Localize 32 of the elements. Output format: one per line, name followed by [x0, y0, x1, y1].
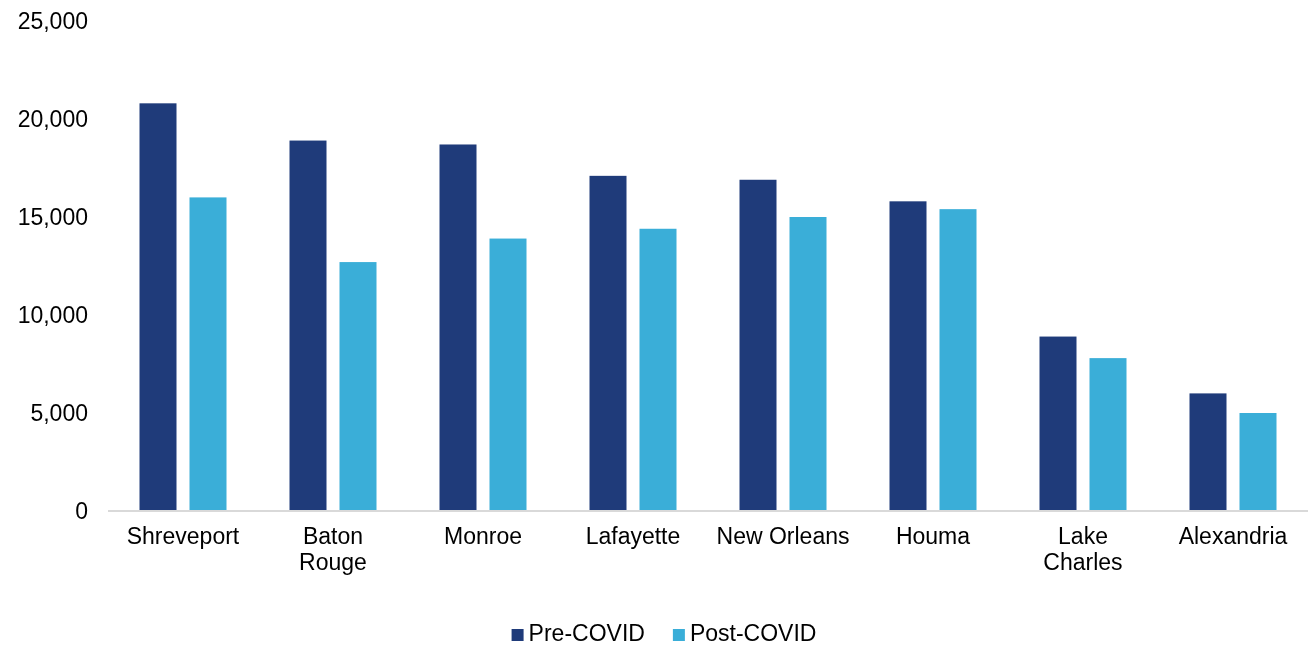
x-tick-label: Baton Rouge [299, 523, 367, 575]
bar [489, 238, 527, 511]
bar [439, 144, 477, 511]
x-tick-label: New Orleans [716, 523, 850, 549]
legend-label: Post-COVID [689, 620, 817, 646]
bar [339, 262, 377, 511]
bar [639, 228, 677, 511]
bar [739, 179, 777, 511]
y-tick-label: 10,000 [17, 301, 88, 328]
y-tick-label: 25,000 [17, 7, 88, 34]
x-tick-label: Lafayette [585, 523, 681, 549]
x-tick-label: Houma [895, 523, 971, 549]
bar [939, 209, 977, 511]
bar [889, 201, 927, 511]
x-tick-label: Alexandria [1178, 523, 1288, 549]
bar [139, 103, 177, 511]
bar [1239, 413, 1277, 511]
bar [589, 175, 627, 511]
bar [189, 197, 227, 511]
y-tick-label: 0 [75, 497, 88, 524]
bar [1089, 358, 1127, 511]
x-tick-label: Monroe [444, 523, 522, 549]
bar [1189, 393, 1227, 511]
bar [289, 140, 327, 511]
y-tick-label: 15,000 [17, 203, 88, 230]
y-tick-label: 5,000 [30, 399, 88, 426]
x-tick-label: Shreveport [126, 523, 240, 549]
x-tick-label: Lake Charles [1043, 523, 1123, 575]
bar [789, 217, 827, 511]
y-tick-label: 20,000 [17, 105, 88, 132]
legend-label: Pre-COVID [528, 620, 645, 646]
bar [1039, 336, 1077, 511]
